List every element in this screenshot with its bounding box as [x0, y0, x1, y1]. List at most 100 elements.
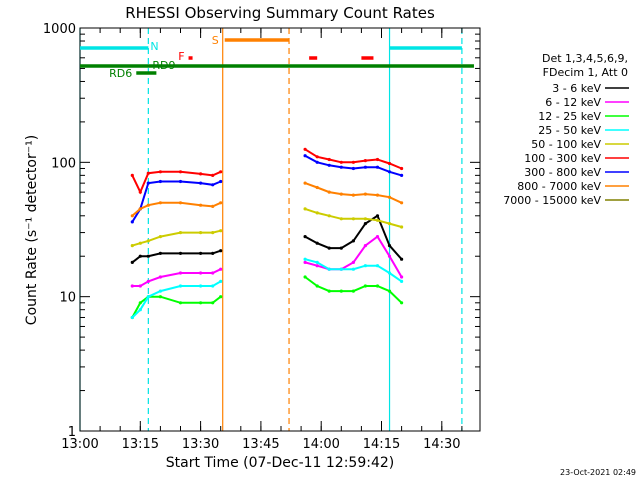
data-point — [146, 254, 150, 258]
data-point — [387, 161, 392, 166]
data-point — [211, 301, 215, 305]
data-point — [211, 183, 215, 187]
data-point — [199, 301, 203, 305]
y-tick-label: 1 — [68, 425, 76, 440]
legend-label: 800 - 7000 keV — [517, 180, 601, 193]
data-point — [351, 267, 355, 271]
data-point — [199, 172, 203, 176]
data-point — [146, 239, 150, 243]
data-point — [315, 264, 319, 268]
data-point — [130, 214, 134, 218]
x-tick-label: 14:00 — [302, 437, 339, 452]
data-point — [363, 284, 367, 288]
data-point — [387, 222, 392, 226]
flag-label: S — [212, 34, 219, 47]
data-point — [387, 244, 392, 248]
x-tick-label: 13:30 — [182, 437, 219, 452]
data-point — [363, 165, 367, 169]
legend-label: 50 - 100 keV — [531, 138, 601, 151]
data-point — [158, 179, 162, 184]
data-point — [363, 222, 367, 226]
data-point — [400, 166, 404, 171]
data-point — [351, 260, 355, 264]
legend-header: FDecim 1, Att 0 — [543, 66, 628, 79]
data-point — [219, 279, 223, 283]
legend: Det 1,3,4,5,6,9,FDecim 1, Att 0 3 - 6 keV… — [503, 52, 629, 207]
x-tick-label: 13:45 — [242, 437, 279, 452]
data-point — [400, 279, 404, 283]
data-point — [363, 192, 367, 196]
data-point — [351, 160, 355, 164]
data-point — [219, 267, 223, 271]
data-point — [315, 284, 319, 288]
data-point — [387, 289, 392, 293]
data-point — [138, 190, 142, 194]
data-point — [387, 254, 392, 258]
data-point — [158, 201, 162, 205]
data-point — [138, 284, 142, 288]
data-point — [400, 225, 404, 229]
data-point — [327, 267, 331, 271]
data-point — [339, 267, 343, 271]
data-point — [199, 271, 203, 275]
y-tick-label: 10 — [59, 291, 76, 306]
data-point — [387, 170, 392, 174]
data-point — [400, 257, 404, 261]
data-point — [363, 159, 367, 163]
data-point — [351, 217, 355, 221]
data-point — [211, 251, 215, 255]
data-point — [219, 229, 223, 233]
flag-label: F — [178, 50, 184, 63]
data-point — [400, 173, 404, 177]
data-point — [363, 217, 367, 221]
data-point — [211, 271, 215, 275]
data-point — [327, 190, 331, 194]
legend-label: 300 - 800 keV — [524, 166, 601, 179]
data-point — [199, 251, 203, 255]
footer-date: 23-Oct-2021 02:49 — [560, 468, 636, 477]
data-point — [178, 301, 183, 305]
legend-label: 6 - 12 keV — [545, 96, 601, 109]
data-point — [199, 181, 203, 185]
data-point — [339, 160, 343, 164]
data-point — [178, 284, 183, 288]
y-tick-label: 100 — [51, 156, 76, 171]
data-point — [178, 231, 183, 235]
data-point — [178, 251, 183, 255]
data-point — [315, 211, 319, 215]
data-point — [303, 275, 307, 279]
data-point — [303, 260, 307, 264]
data-point — [327, 214, 331, 218]
data-point — [303, 257, 307, 261]
data-point — [178, 271, 183, 275]
data-point — [351, 239, 355, 243]
x-tick-label: 14:30 — [423, 437, 460, 452]
data-point — [303, 154, 307, 158]
data-point — [146, 181, 150, 185]
data-point — [199, 284, 203, 288]
data-point — [351, 193, 355, 197]
data-point — [339, 192, 343, 196]
data-point — [138, 207, 142, 211]
flag-label: RD6 — [109, 67, 132, 80]
legend-label: 12 - 25 keV — [538, 110, 601, 123]
data-point — [303, 207, 307, 211]
data-point — [327, 163, 331, 167]
data-point — [219, 249, 223, 253]
data-point — [138, 254, 142, 258]
data-point — [363, 264, 367, 268]
data-point — [199, 231, 203, 235]
data-point — [178, 201, 183, 205]
data-point — [178, 179, 183, 184]
data-point — [339, 217, 343, 221]
data-point — [130, 284, 134, 288]
data-point — [375, 214, 380, 218]
data-point — [158, 295, 162, 299]
data-point — [351, 289, 355, 293]
data-point — [339, 165, 343, 169]
data-point — [387, 271, 392, 275]
data-point — [199, 203, 203, 207]
data-point — [327, 157, 331, 162]
data-point — [211, 284, 215, 288]
plot-frame — [79, 27, 481, 432]
